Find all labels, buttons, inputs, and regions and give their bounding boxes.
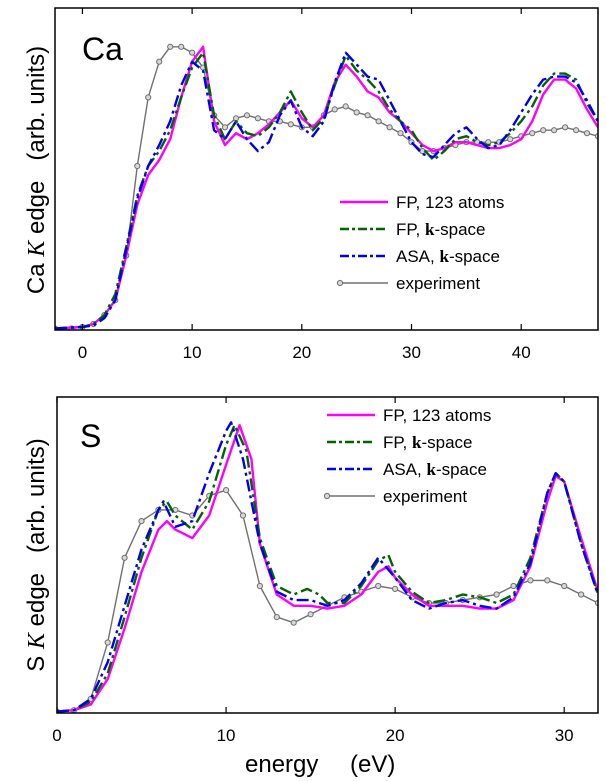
series-line-3 [57, 489, 598, 713]
data-point [353, 109, 360, 116]
legend-label: FP, 123 atoms [396, 193, 504, 212]
data-point [562, 124, 569, 131]
data-point [551, 127, 558, 134]
y-axis-label: S K edge (arb. units) [23, 438, 50, 671]
data-point [239, 512, 247, 519]
plot-frame [56, 396, 599, 714]
data-point [287, 121, 294, 128]
legend-label: experiment [396, 274, 480, 293]
series-line-3 [55, 46, 598, 330]
series-line-2 [57, 421, 598, 713]
data-point [583, 130, 591, 137]
data-point [364, 112, 371, 119]
data-point [540, 127, 547, 134]
data-point [307, 611, 314, 618]
x-tick-label: 0 [78, 343, 87, 362]
legend-marker [336, 279, 344, 287]
data-point [527, 577, 534, 584]
legend-label: FP, 123 atoms [383, 406, 491, 425]
data-point [243, 112, 251, 119]
plot-frame [54, 7, 599, 331]
data-point [392, 585, 399, 593]
series-line-2 [55, 51, 598, 330]
x-tick-label: 0 [52, 726, 61, 745]
plot-area [55, 43, 598, 330]
data-point [273, 614, 280, 621]
data-point [331, 106, 338, 113]
legend-label: ASA, k-space [383, 460, 487, 479]
series-line-1 [57, 424, 598, 713]
data-point [578, 591, 585, 598]
x-tick-label: 40 [512, 343, 531, 362]
x-tick-label: 20 [386, 726, 405, 745]
data-point [510, 582, 517, 590]
legend: FP, 123 atoms FP, k-space ASA, k-space expe… [336, 193, 504, 293]
data-point [134, 162, 141, 170]
data-point [573, 127, 580, 134]
panel-label: Ca [82, 31, 123, 67]
chart-panel-1: 0 10 20 30 S S K edge (arb. units) FP, 123 ato… [23, 396, 599, 745]
legend-label: experiment [383, 487, 467, 506]
data-point [493, 591, 500, 598]
data-point [104, 639, 111, 646]
series-line-1 [55, 51, 598, 330]
data-point [121, 554, 128, 561]
series-line-0 [57, 424, 598, 713]
data-point [221, 124, 229, 131]
panel-label: S [80, 418, 101, 454]
data-point [254, 115, 261, 122]
legend-label: FP, k-space [383, 433, 472, 452]
data-point [138, 518, 145, 525]
x-tick-label: 30 [402, 343, 421, 362]
data-point [561, 582, 568, 590]
data-point [375, 582, 382, 590]
data-point [167, 43, 174, 50]
data-point [145, 94, 152, 101]
x-tick-label: 30 [555, 726, 574, 745]
x-axis-label: energy (eV) [245, 751, 395, 778]
data-point [290, 619, 297, 626]
data-point [189, 49, 196, 56]
x-tick-label: 10 [217, 726, 236, 745]
series-line-0 [55, 45, 598, 330]
legend-label: ASA, k-space [396, 247, 500, 266]
data-point [223, 487, 230, 494]
data-point [507, 136, 514, 143]
y-axis-label: Ca K edge (arb. units) [23, 46, 50, 294]
legend: FP, 123 atoms FP, k-space ASA, k-space expe… [323, 406, 491, 506]
data-point [342, 103, 349, 110]
plot-area [57, 421, 598, 713]
legend-marker [323, 492, 331, 500]
legend-label: FP, k-space [396, 220, 485, 239]
data-point [397, 130, 404, 137]
data-point [544, 577, 551, 584]
x-tick-label: 10 [183, 343, 202, 362]
data-point [178, 43, 185, 50]
chart-panel-0: 0 10 20 30 40 Ca Ca K edge (arb. units) FP, 123… [23, 7, 599, 362]
data-point [256, 582, 263, 590]
data-point [529, 130, 536, 137]
x-tick-label: 20 [292, 343, 311, 362]
data-point [386, 124, 393, 131]
data-point [375, 118, 382, 125]
data-point [156, 58, 163, 65]
